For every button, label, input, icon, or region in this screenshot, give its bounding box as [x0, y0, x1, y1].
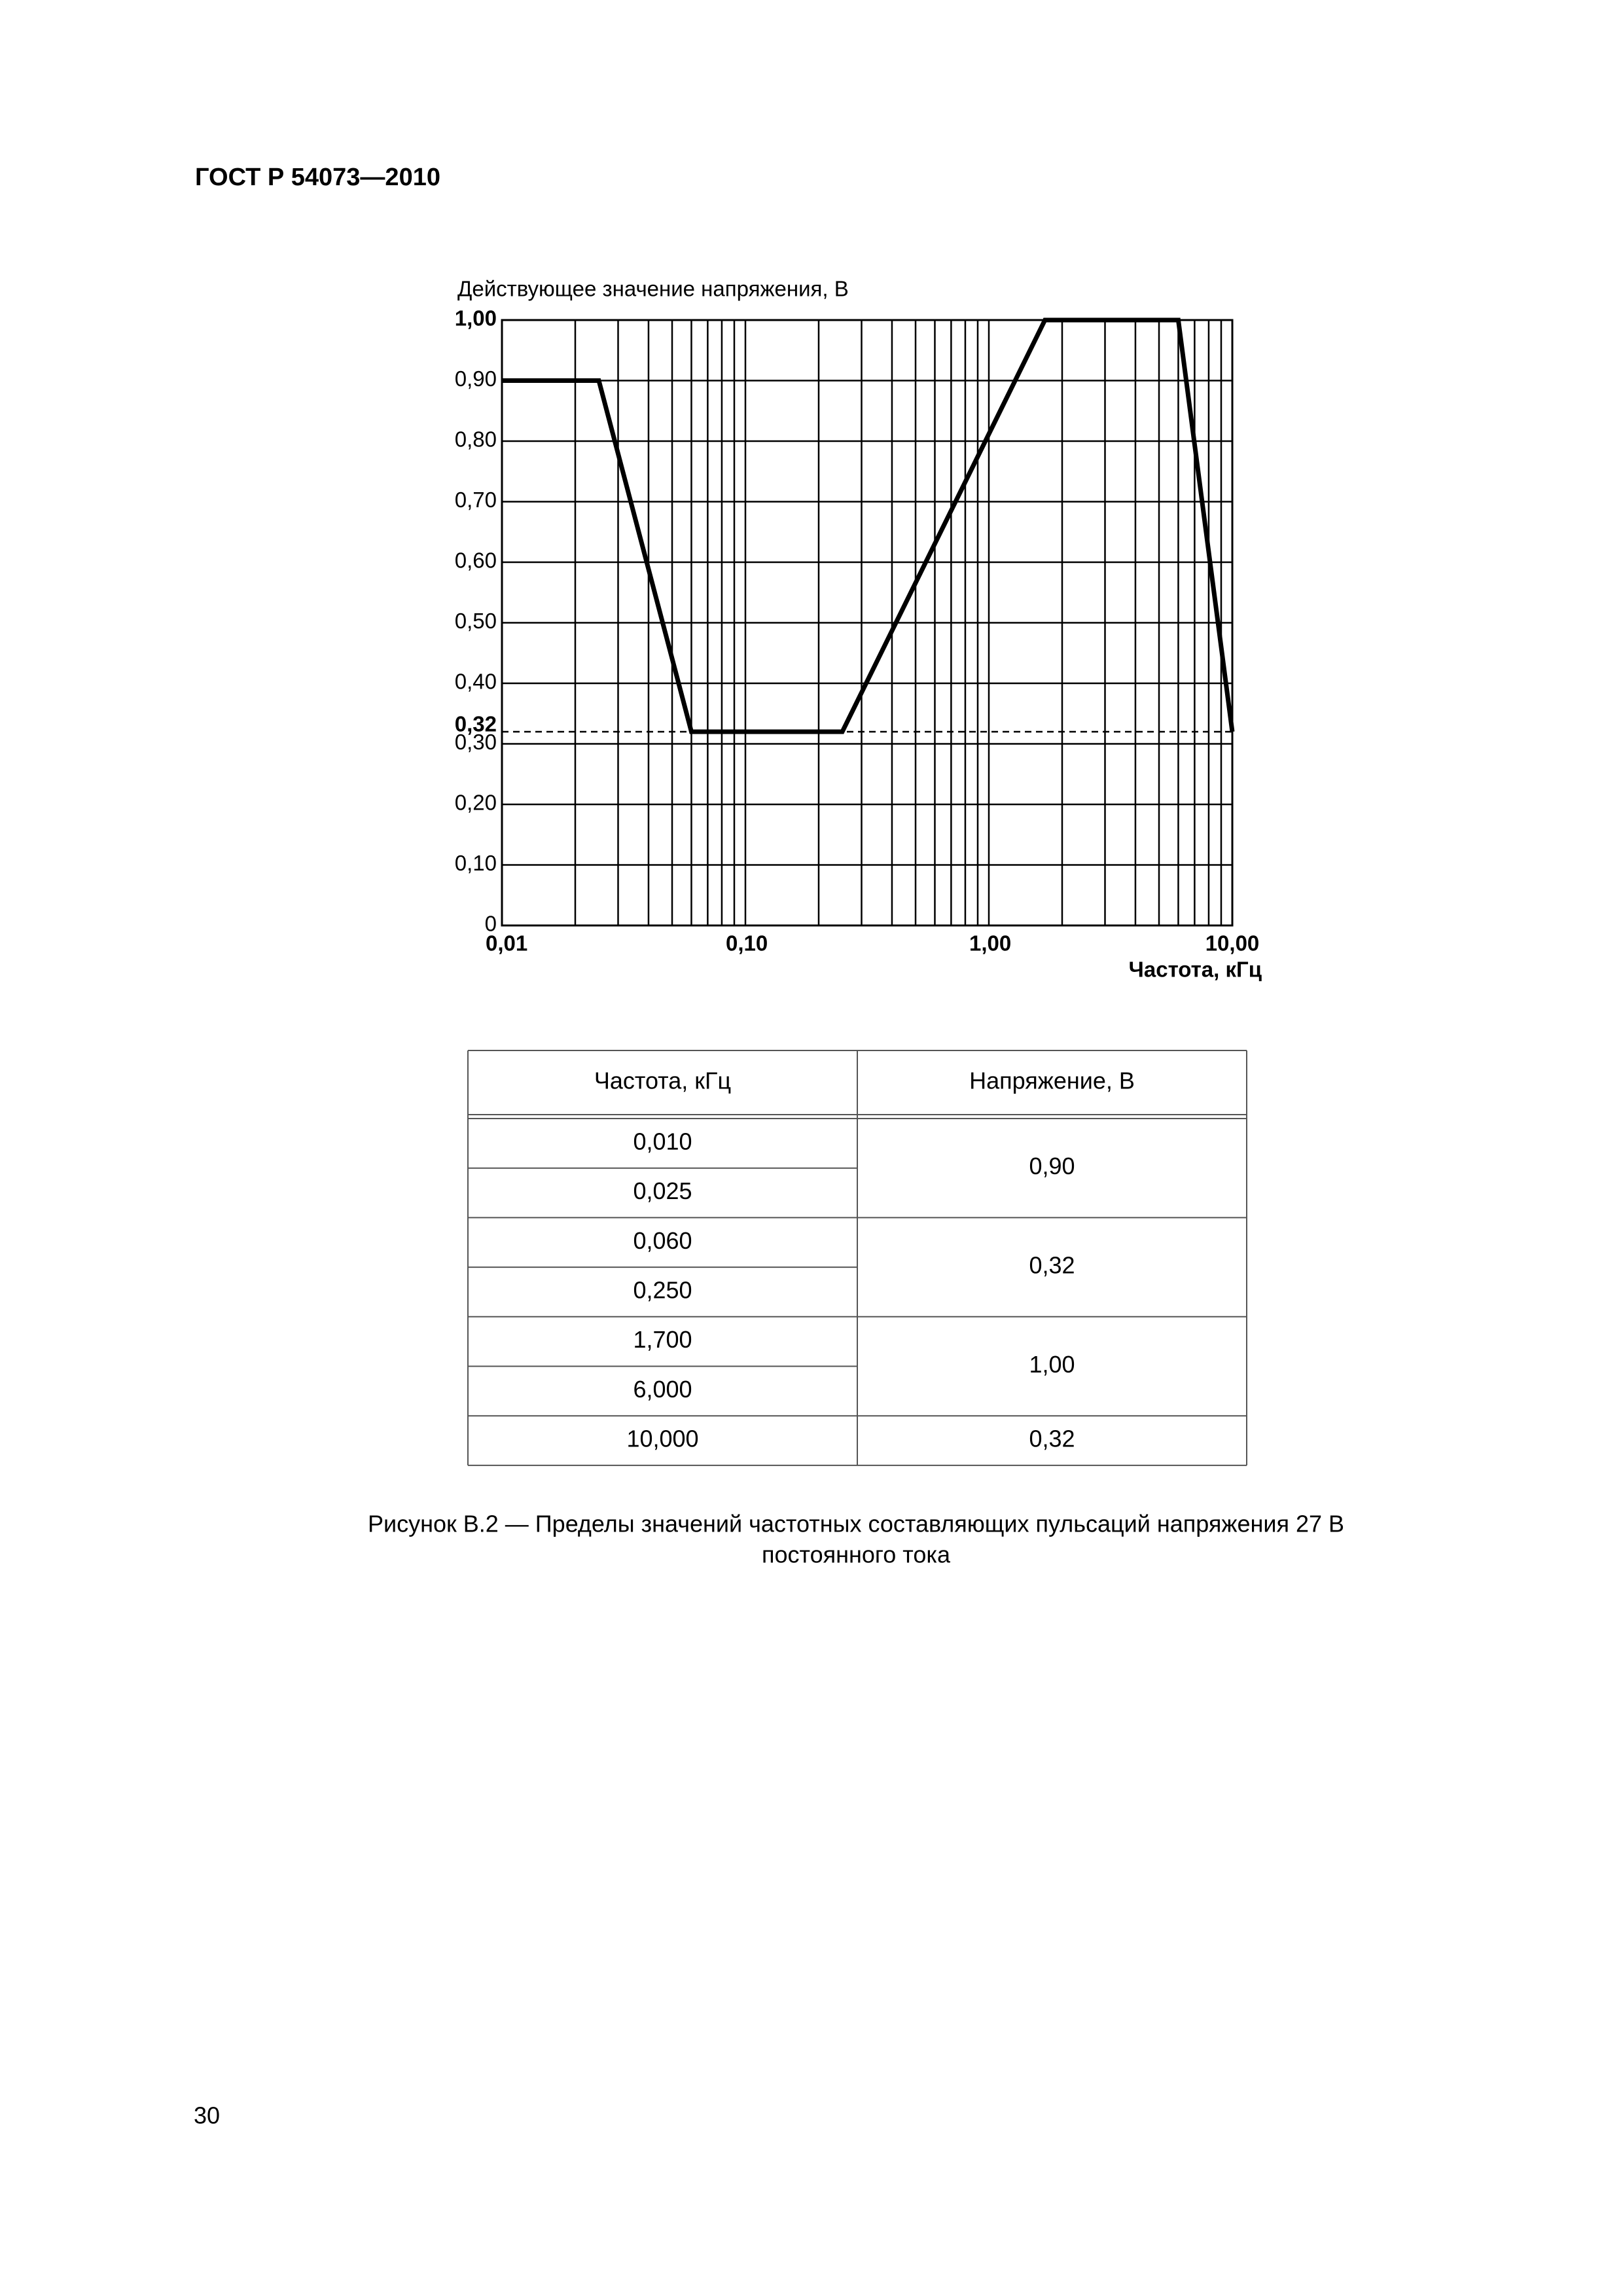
- table-cell: 10,000: [626, 1426, 698, 1452]
- x-tick-label: 10,00: [1205, 931, 1260, 956]
- x-tick-label: 0,01: [486, 931, 527, 956]
- x-tick-label: 1,00: [969, 931, 1011, 956]
- y-tick-label: 0,10: [455, 851, 497, 875]
- y-tick-label: 0,90: [455, 367, 497, 391]
- y-tick-label: 0,60: [455, 548, 497, 573]
- y-tick-label: 0,70: [455, 488, 497, 512]
- x-tick-label: 0,10: [726, 931, 768, 956]
- table-cell: 0,90: [1029, 1153, 1075, 1179]
- y-tick-label: 0,30: [455, 730, 497, 754]
- data-line: [502, 317, 1235, 734]
- y-tick-label: 0,32: [455, 712, 497, 736]
- table-cell: 0,060: [633, 1227, 692, 1254]
- y-tick-label: 1,00: [455, 306, 497, 331]
- table-cell: 0,250: [633, 1276, 692, 1303]
- table-cell: 0,025: [633, 1177, 692, 1204]
- figure-caption: Рисунок В.2 — Пределы значений частотных…: [368, 1511, 1344, 1537]
- table-cell: 1,00: [1029, 1351, 1075, 1378]
- x-axis-title: Частота, кГц: [1129, 958, 1262, 982]
- figure-caption: постоянного тока: [762, 1541, 951, 1568]
- table-cell: 6,000: [633, 1376, 692, 1403]
- y-tick-label: 0,80: [455, 427, 497, 452]
- y-tick-label: 0,50: [455, 609, 497, 633]
- document-header: ГОСТ Р 54073—2010: [195, 164, 440, 191]
- plot-frame: [501, 319, 1234, 927]
- y-tick-label: 0,20: [455, 791, 497, 815]
- table-header-cell: Напряжение, В: [969, 1067, 1135, 1094]
- table-cell: 1,700: [633, 1326, 692, 1353]
- table-header-cell: Частота, кГц: [594, 1067, 731, 1094]
- y-tick-label: 0,40: [455, 670, 497, 694]
- y-axis-title: Действующее значение напряжения, В: [457, 277, 849, 301]
- table-cell: 0,32: [1029, 1426, 1075, 1452]
- y-tick-label: 0: [485, 912, 497, 936]
- table-cell: 0,32: [1029, 1252, 1075, 1279]
- page-number: 30: [194, 2102, 220, 2129]
- table-cell: 0,010: [633, 1128, 692, 1155]
